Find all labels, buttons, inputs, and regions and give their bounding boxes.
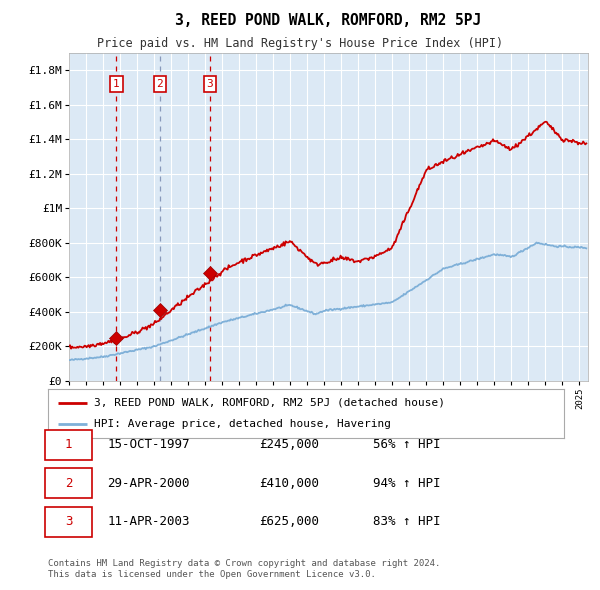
Text: 15-OCT-1997: 15-OCT-1997 xyxy=(107,438,190,451)
Text: 11-APR-2003: 11-APR-2003 xyxy=(107,515,190,528)
Text: 2: 2 xyxy=(65,477,73,490)
Text: HPI: Average price, detached house, Havering: HPI: Average price, detached house, Have… xyxy=(94,419,391,430)
Text: This data is licensed under the Open Government Licence v3.0.: This data is licensed under the Open Gov… xyxy=(48,570,376,579)
Text: 3, REED POND WALK, ROMFORD, RM2 5PJ (detached house): 3, REED POND WALK, ROMFORD, RM2 5PJ (det… xyxy=(94,398,445,408)
Text: 3: 3 xyxy=(65,515,73,528)
FancyBboxPatch shape xyxy=(46,430,92,460)
Text: 2: 2 xyxy=(157,79,163,89)
Text: £625,000: £625,000 xyxy=(260,515,320,528)
Text: 56% ↑ HPI: 56% ↑ HPI xyxy=(373,438,440,451)
Text: £245,000: £245,000 xyxy=(260,438,320,451)
Text: 29-APR-2000: 29-APR-2000 xyxy=(107,477,190,490)
Title: 3, REED POND WALK, ROMFORD, RM2 5PJ: 3, REED POND WALK, ROMFORD, RM2 5PJ xyxy=(175,14,482,28)
Text: 1: 1 xyxy=(65,438,73,451)
Text: 1: 1 xyxy=(113,79,120,89)
Text: 83% ↑ HPI: 83% ↑ HPI xyxy=(373,515,440,528)
Text: 3: 3 xyxy=(206,79,213,89)
Text: Contains HM Land Registry data © Crown copyright and database right 2024.: Contains HM Land Registry data © Crown c… xyxy=(48,559,440,568)
Text: Price paid vs. HM Land Registry's House Price Index (HPI): Price paid vs. HM Land Registry's House … xyxy=(97,37,503,50)
Text: £410,000: £410,000 xyxy=(260,477,320,490)
Text: 94% ↑ HPI: 94% ↑ HPI xyxy=(373,477,440,490)
FancyBboxPatch shape xyxy=(46,507,92,536)
FancyBboxPatch shape xyxy=(46,468,92,498)
